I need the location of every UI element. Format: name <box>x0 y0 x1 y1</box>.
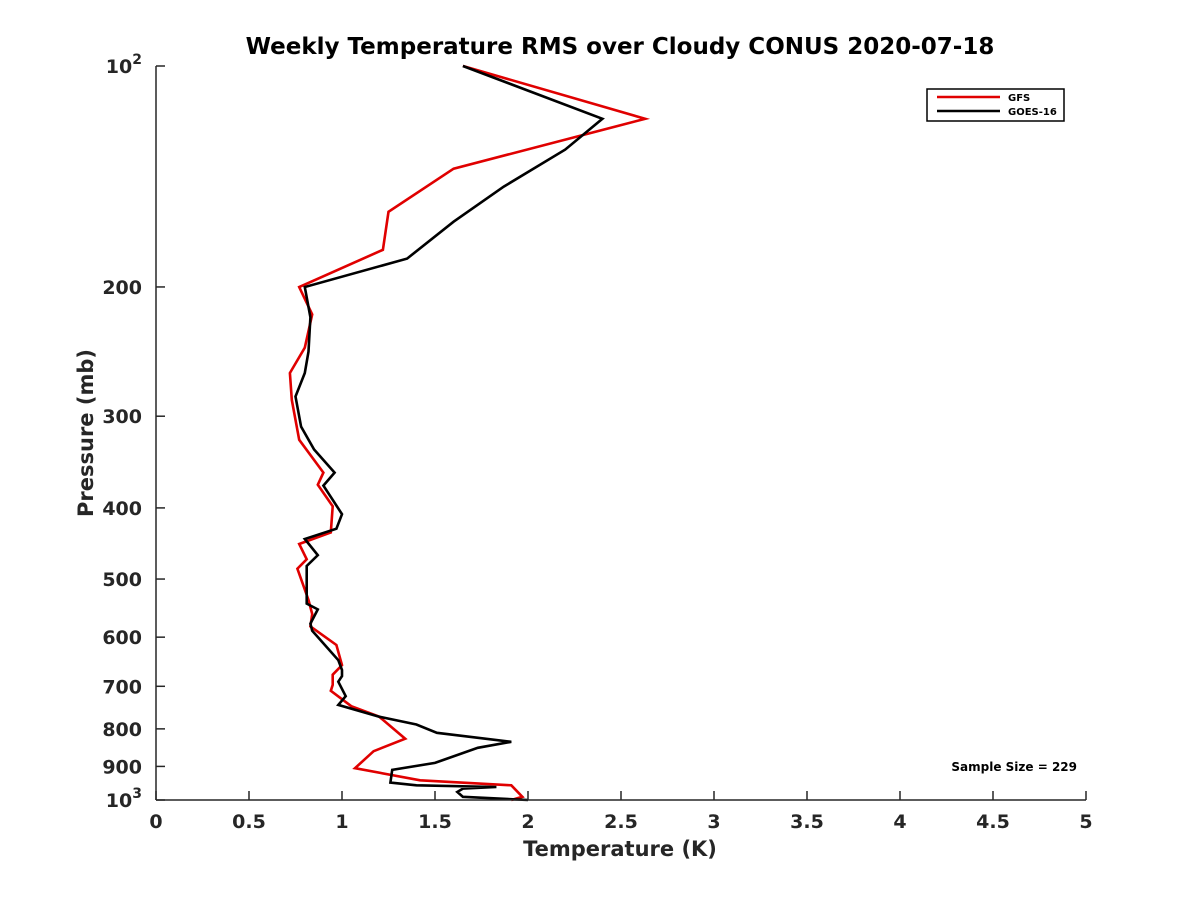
y-tick-label: 300 <box>102 406 142 428</box>
y-tick-label: 500 <box>102 569 142 591</box>
x-axis-label: Temperature (K) <box>523 837 717 861</box>
x-tick-label: 4.5 <box>976 811 1010 833</box>
legend-label: GFS <box>1008 93 1030 104</box>
x-tick-label: 5 <box>1079 811 1092 833</box>
axes: 0 0.5 1 1.5 2 2.5 3 3.5 4 4.5 5 102 200 300 400 500 600 7… <box>102 52 1092 833</box>
x-tick-label: 0 <box>149 811 162 833</box>
legend-box <box>926 88 1065 122</box>
y-tick-label: 200 <box>102 277 142 299</box>
y-tick-label: 102 <box>106 52 142 78</box>
y-tick-label: 800 <box>102 719 142 741</box>
y-tick-label: 103 <box>106 786 142 812</box>
x-tick-label: 3.5 <box>790 811 824 833</box>
series-line-1 <box>294 64 605 802</box>
x-tick-label: 1 <box>335 811 348 833</box>
y-tick-label: 700 <box>102 676 142 698</box>
x-tick-label: 2.5 <box>604 811 638 833</box>
x-tick-label: 4 <box>893 811 906 833</box>
chart-title: Weekly Temperature RMS over Cloudy CONUS… <box>246 34 995 60</box>
y-tick-label: 900 <box>102 756 142 778</box>
sample-size-annotation: Sample Size = 229 <box>951 760 1077 774</box>
x-tick-label: 0.5 <box>232 811 266 833</box>
y-axis-label: Pressure (mb) <box>74 349 98 517</box>
x-tick-label: 1.5 <box>418 811 452 833</box>
legend-label: GOES-16 <box>1008 107 1057 118</box>
plot-lines <box>288 64 651 802</box>
x-tick-label: 3 <box>707 811 720 833</box>
y-tick-label: 400 <box>102 498 142 520</box>
x-tick-label: 2 <box>521 811 534 833</box>
y-tick-label: 600 <box>102 627 142 649</box>
legend: GFS GOES-16 <box>926 88 1065 122</box>
